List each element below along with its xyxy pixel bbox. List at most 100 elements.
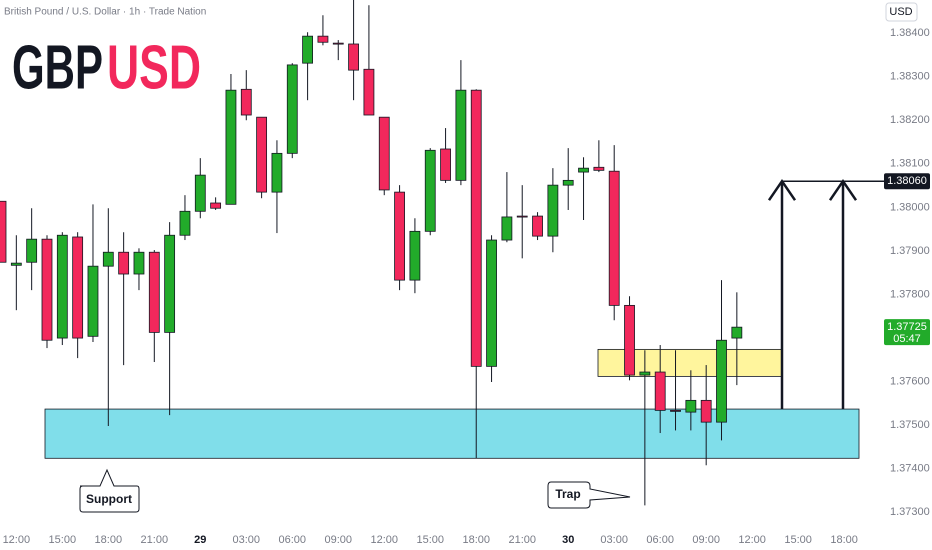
candle-body <box>317 35 329 43</box>
currency-box <box>885 2 918 22</box>
y-tick-label: 1.38300 <box>890 71 930 83</box>
candle-body <box>271 152 283 193</box>
candle-body <box>593 166 605 171</box>
candle-body <box>624 304 635 376</box>
candle-body <box>654 371 666 411</box>
candle-body <box>164 234 176 333</box>
candle-body <box>118 251 130 275</box>
candle-body <box>685 399 697 413</box>
x-tick-label: 09:00 <box>324 534 352 546</box>
x-tick-label: 12:00 <box>3 534 31 546</box>
candle-body <box>578 167 589 173</box>
y-tick-label: 1.37800 <box>890 288 930 300</box>
candle-body <box>501 216 513 241</box>
x-tick-label: 18:00 <box>462 534 490 546</box>
y-tick-label: 1.37500 <box>890 419 930 431</box>
target-tag <box>884 173 930 190</box>
trap-callout: Trap <box>547 481 631 509</box>
candle-body <box>532 215 543 237</box>
candle-body <box>562 179 574 186</box>
callout-box <box>79 468 140 513</box>
annotation: Support <box>86 492 132 506</box>
zone <box>44 408 860 459</box>
x-tick-label: 06:00 <box>279 534 307 546</box>
candle-body <box>516 215 528 218</box>
y-tick-label: 1.38200 <box>890 114 930 126</box>
candle-body <box>363 68 375 116</box>
x-tick-label: 12:00 <box>738 534 766 546</box>
candle-body <box>56 234 68 339</box>
candle-body <box>378 116 390 191</box>
candle-body <box>670 409 681 412</box>
chart-title: British Pound / U.S. Dollar · 1h · Trade… <box>4 7 206 18</box>
x-tick-label: 21:00 <box>141 534 169 546</box>
candle-body <box>286 64 298 154</box>
target-label: 1.38060 <box>887 175 927 187</box>
candle-body <box>133 251 145 275</box>
candle-body <box>41 238 53 341</box>
x-tick-label: 15:00 <box>784 534 812 546</box>
candle-body <box>179 210 191 236</box>
candle-body <box>486 239 497 367</box>
y-tick-label: 1.37400 <box>890 463 930 475</box>
x-tick-label: 18:00 <box>830 534 858 546</box>
candle-body <box>256 116 268 193</box>
candle-body <box>470 89 482 367</box>
candle-body <box>87 265 99 337</box>
candle-body <box>240 88 252 116</box>
y-tick-label: 1.37900 <box>890 245 930 257</box>
logo-base: GBP <box>12 33 103 102</box>
candle-body <box>700 399 712 423</box>
candle-body <box>424 149 436 232</box>
x-tick-label: 18:00 <box>95 534 123 546</box>
candle-body <box>102 251 114 267</box>
y-tick-label: 1.38100 <box>890 158 930 170</box>
candle-body <box>10 262 22 266</box>
x-tick-label: 12:00 <box>370 534 398 546</box>
candle-body <box>72 236 84 339</box>
x-tick-label: 21:00 <box>508 534 536 546</box>
x-tick-label: 09:00 <box>692 534 720 546</box>
arrow-head <box>828 179 858 201</box>
candle-body <box>608 170 620 306</box>
candle-body <box>547 184 559 237</box>
y-tick-label: 1.38000 <box>890 201 930 213</box>
y-tick-label: 1.38400 <box>890 27 930 39</box>
x-tick-label: 06:00 <box>646 534 674 546</box>
candle-body <box>302 35 314 64</box>
y-tick-label: 1.37600 <box>890 376 930 388</box>
countdown: 05:47 <box>893 333 921 345</box>
candle-body <box>194 174 206 212</box>
candle-body <box>409 230 421 281</box>
price-axis <box>884 0 932 550</box>
candle-body <box>210 202 222 209</box>
candles <box>0 0 743 506</box>
x-tick-label: 30 <box>562 534 574 546</box>
x-tick-label: 15:00 <box>416 534 444 546</box>
candle-body <box>731 326 743 339</box>
candle-body <box>148 251 160 333</box>
candle-body <box>716 339 727 423</box>
overlay <box>767 179 884 410</box>
currency: USD <box>889 6 912 18</box>
last-price-tag <box>884 319 930 346</box>
candle-body <box>26 238 38 263</box>
callout-box <box>547 481 631 509</box>
arrow-head <box>767 179 797 201</box>
candle-body <box>394 191 405 281</box>
candle-body <box>440 148 451 181</box>
support-callout: Support <box>79 468 140 513</box>
x-tick-label: 03:00 <box>600 534 628 546</box>
x-tick-label: 03:00 <box>233 534 261 546</box>
y-tick-label: 1.37300 <box>890 506 930 518</box>
x-tick-label: 15:00 <box>49 534 77 546</box>
candle-body <box>0 200 7 263</box>
candle-body <box>455 89 467 181</box>
candle-body <box>348 43 359 71</box>
candle-body <box>225 89 237 205</box>
logo-quote: USD <box>107 33 201 102</box>
last-price: 1.37725 <box>887 321 927 333</box>
candle-body <box>332 42 344 45</box>
candle-body <box>639 371 651 376</box>
